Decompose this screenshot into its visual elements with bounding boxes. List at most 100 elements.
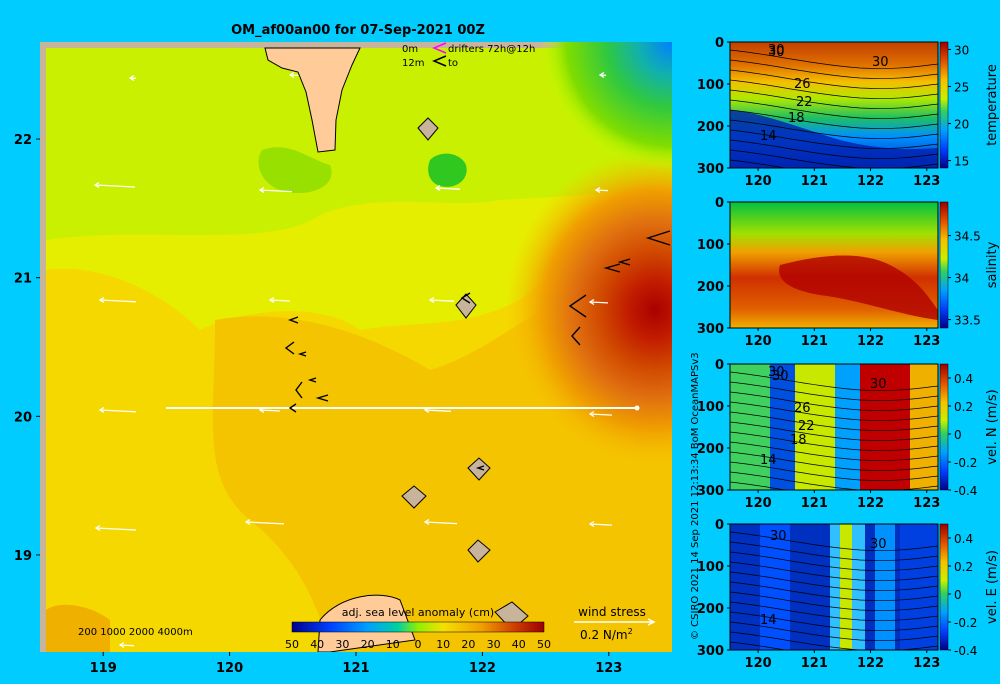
panel-colorbar-tick-label: 25 (954, 80, 969, 94)
panel-colorbar-tick-label: 15 (954, 155, 969, 169)
contour-label: 18 (790, 433, 807, 448)
contour-label: 30 (770, 529, 787, 544)
sla-band-green-patch (428, 154, 467, 187)
panel-colorbar-tick-label: 20 (954, 118, 969, 132)
wind-arrow (590, 302, 608, 303)
salinity-panel (730, 202, 948, 328)
panel-colorbar-tick-label: -0.2 (954, 456, 977, 470)
legend-depth-0m: 0m (402, 44, 418, 55)
map-x-tick-label: 121 (342, 661, 369, 676)
panel-colorbar-tick-label: 0.4 (954, 532, 973, 546)
contour-label: 30 (772, 369, 789, 384)
depth-scale-label: 200 1000 2000 4000m (78, 627, 193, 638)
section-end-marker (635, 406, 640, 411)
vel-n-band-4 (835, 364, 860, 490)
colorbar-tick-label: 50 (537, 638, 551, 651)
vel-n-band-6 (910, 364, 938, 490)
panel-x-tick-label: 123 (913, 496, 940, 511)
panel-colorbar-label: vel. E (m/s) (985, 550, 1000, 624)
panel-x-tick-label: 121 (801, 656, 828, 671)
contour-label: 26 (794, 401, 811, 416)
map-y-tick-label: 22 (14, 133, 32, 148)
panel-y-tick-label: 100 (697, 238, 724, 253)
colorbar-tick-label: 10 (436, 638, 450, 651)
panel-y-tick-label: 200 (697, 280, 724, 295)
colorbar-tick-label: 0 (415, 638, 422, 651)
map-x-tick-label: 122 (469, 661, 496, 676)
panel-colorbar-tick-label: 34 (954, 272, 969, 286)
panel-y-tick-label: 300 (697, 322, 724, 337)
panel-x-tick-label: 122 (857, 656, 884, 671)
legend-to-label: to (448, 58, 458, 69)
map-y-tick-label: 19 (14, 549, 32, 564)
contour-label: 14 (760, 613, 777, 628)
panel-colorbar-tick-label: 0.2 (954, 400, 973, 414)
colorbar-tick-label: 30 (335, 638, 349, 651)
contour-label: 30 (870, 377, 887, 392)
credit-text: © CSIRO 2021 14 Sep 2021 12:13:34 BoM Oc… (690, 352, 701, 640)
panel-colorbar-label: temperature (985, 64, 1000, 146)
panel-x-tick-label: 120 (745, 174, 772, 189)
panel-y-tick-label: 0 (715, 36, 724, 51)
map-y-tick-label: 21 (14, 272, 32, 287)
wind-scale-value: 0.2 N/m2 (580, 627, 633, 642)
colorbar-tick-label: 40 (310, 638, 324, 651)
sla-topright-cool (540, 42, 672, 172)
colorbar-tick-label: 10 (386, 638, 400, 651)
panel-y-tick-label: 300 (697, 644, 724, 659)
vel-e-band-3 (840, 524, 852, 650)
panel-colorbar-tick-label: 30 (954, 43, 969, 57)
panel-y-tick-label: 0 (715, 358, 724, 373)
vel-e-colorbar (940, 524, 948, 650)
map-x-tick-label: 120 (216, 661, 243, 676)
colorbar-tick-label: 50 (285, 638, 299, 651)
panel-x-tick-label: 123 (913, 174, 940, 189)
panel-x-tick-label: 121 (801, 334, 828, 349)
colorbar-tick-label: 40 (512, 638, 526, 651)
contour-label: 14 (760, 129, 777, 144)
colorbar (292, 622, 544, 632)
contour-label: 14 (760, 453, 777, 468)
panel-colorbar-tick-label: 0.2 (954, 560, 973, 574)
panel-x-tick-label: 120 (745, 334, 772, 349)
colorbar-tick-label: 20 (461, 638, 475, 651)
panel-x-tick-label: 121 (801, 496, 828, 511)
colorbar-label: adj. sea level anomaly (cm) (342, 606, 494, 619)
panel-x-tick-label: 122 (857, 334, 884, 349)
contour-label: 30 (768, 45, 785, 60)
panel-x-tick-label: 122 (857, 496, 884, 511)
wind-stress-label: wind stress (578, 605, 646, 619)
panel-colorbar-label: vel. N (m/s) (985, 389, 1000, 464)
panel-y-tick-label: 0 (715, 196, 724, 211)
contour-label: 22 (796, 95, 813, 110)
panel-x-tick-label: 123 (913, 334, 940, 349)
panel-colorbar-label: salinity (985, 241, 1000, 288)
map-x-tick-label: 123 (595, 661, 622, 676)
panel-colorbar-tick-label: 0 (954, 588, 962, 602)
salinity-colorbar (940, 202, 948, 328)
panel-colorbar-tick-label: 33.5 (954, 314, 981, 328)
panel-x-tick-label: 122 (857, 174, 884, 189)
panel-x-tick-label: 120 (745, 656, 772, 671)
panel-colorbar-tick-label: 0 (954, 428, 962, 442)
contour-label: 18 (788, 111, 805, 126)
temperature-colorbar (940, 42, 948, 168)
contour-label: 30 (872, 55, 889, 70)
vel-n-colorbar (940, 364, 948, 490)
panel-y-tick-label: 100 (697, 78, 724, 93)
panel-colorbar-tick-label: -0.4 (954, 644, 977, 658)
legend-depth-12m: 12m (402, 58, 424, 69)
panel-colorbar-tick-label: 0.4 (954, 372, 973, 386)
panel-x-tick-label: 121 (801, 174, 828, 189)
colorbar-tick-label: 30 (487, 638, 501, 651)
map-y-tick-label: 20 (14, 410, 32, 425)
panel-y-tick-label: 0 (715, 518, 724, 533)
map-x-tick-label: 119 (90, 661, 117, 676)
colorbar-tick-label: 20 (361, 638, 375, 651)
panel-colorbar-tick-label: -0.4 (954, 484, 977, 498)
panel-colorbar-tick-label: 34.5 (954, 230, 981, 244)
